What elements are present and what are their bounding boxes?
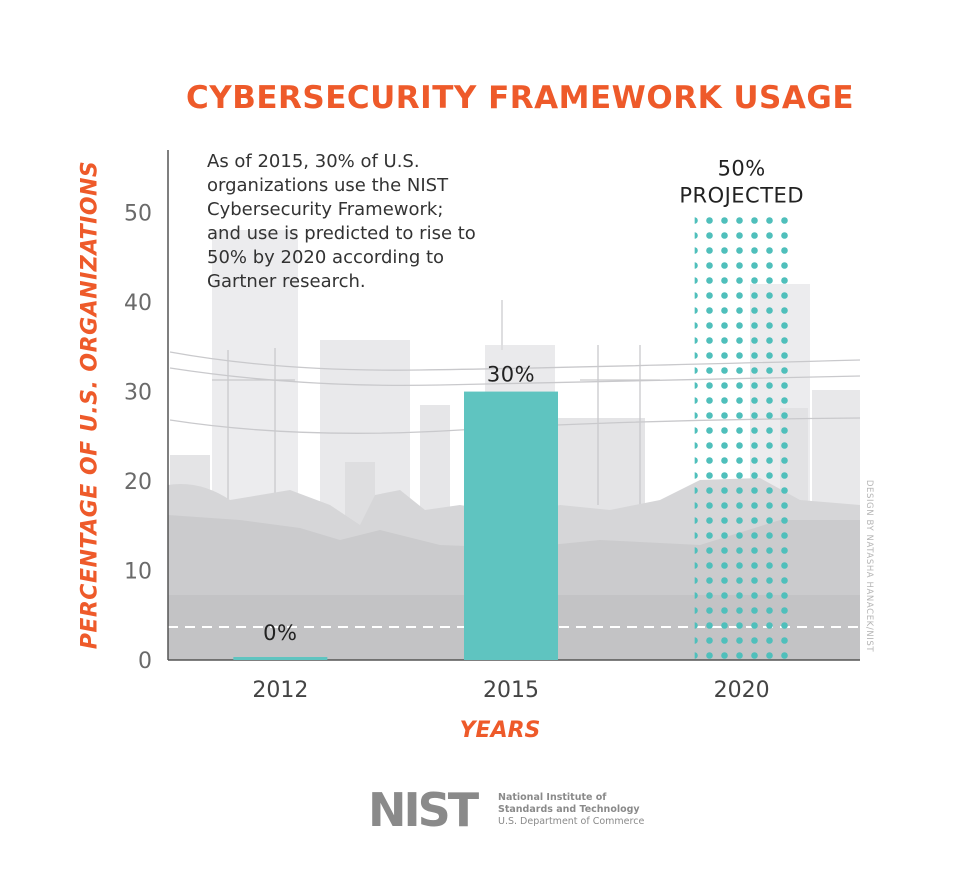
nist-logo: NIST National Institute of Standards and… [368,783,668,837]
y-tick-label: 20 [124,470,152,495]
nist-wordmark-icon: NIST [368,783,483,837]
data-labels: 0% 30% 50% PROJECTED [263,157,804,645]
bar [233,657,328,660]
x-axis-label: YEARS [459,718,541,743]
bar [694,212,789,660]
data-label: PROJECTED [679,184,804,208]
y-tick-label: 0 [138,649,152,674]
logo-line-2: Standards and Technology [498,804,640,815]
x-tick-label: 2020 [714,678,770,703]
data-label: 0% [263,621,297,645]
logo-line-1: National Institute of [498,792,607,803]
data-label: 30% [487,363,535,387]
y-tick-labels: 0 10 20 30 40 50 [124,202,152,674]
annotation-text: As of 2015, 30% of U.S. organizations us… [207,151,476,292]
data-label: 50% [718,157,766,181]
design-credit: DESIGN BY NATASHA HANACEK/NIST [864,479,874,653]
logo-line-3: U.S. Department of Commerce [498,816,645,827]
nist-logo-text: National Institute of Standards and Tech… [498,792,644,828]
bars [233,212,789,660]
y-axis-label: PERCENTAGE OF U.S. ORGANIZATIONS [77,160,103,650]
nist-wordmark: NIST [368,786,480,830]
y-tick-label: 30 [124,381,152,406]
bar [464,391,558,660]
x-tick-label: 2015 [483,678,539,703]
chart-title: CYBERSECURITY FRAMEWORK USAGE [186,80,854,116]
y-tick-label: 40 [124,291,152,316]
x-tick-label: 2012 [252,678,308,703]
x-tick-labels: 2012 2015 2020 [252,678,769,703]
y-tick-label: 50 [124,202,152,227]
y-tick-label: 10 [124,560,152,585]
